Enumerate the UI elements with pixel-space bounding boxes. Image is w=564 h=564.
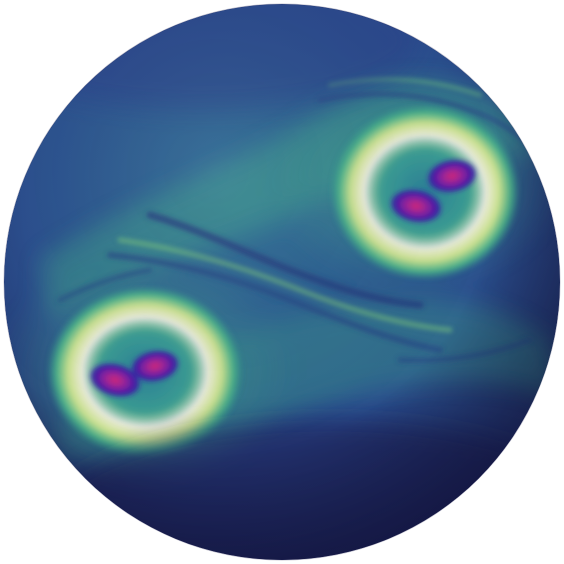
sphere-shading	[4, 4, 560, 560]
sphere-outline	[3, 3, 561, 561]
